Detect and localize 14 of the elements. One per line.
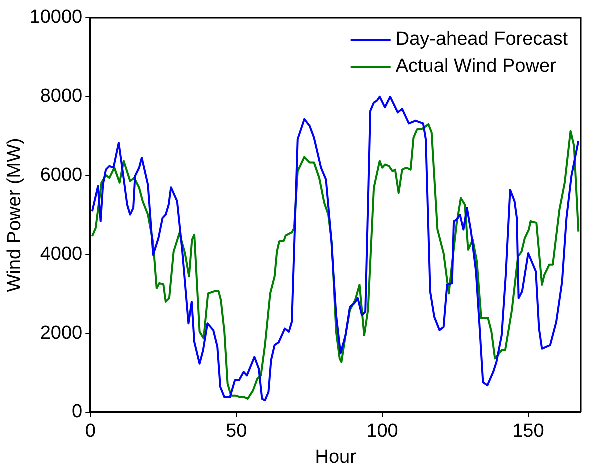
legend-label: Actual Wind Power (396, 56, 558, 78)
y-tick-label: 4000 (40, 244, 83, 265)
y-tick-label: 6000 (40, 164, 83, 186)
x-tick-label: 100 (366, 421, 398, 442)
x-tick-label: 150 (512, 421, 544, 442)
y-tick-label: 0 (72, 402, 83, 423)
legend-label: Day-ahead Forecast (396, 29, 569, 50)
x-tick-label: 50 (226, 421, 248, 442)
y-tick-label: 10000 (30, 7, 83, 28)
y-axis-title: Wind Power (MW) (4, 138, 26, 292)
x-axis-title: Hour (315, 446, 358, 468)
y-tick-label: 2000 (40, 322, 83, 344)
x-tick-label: 0 (85, 421, 96, 442)
y-tick-label: 8000 (40, 86, 83, 108)
